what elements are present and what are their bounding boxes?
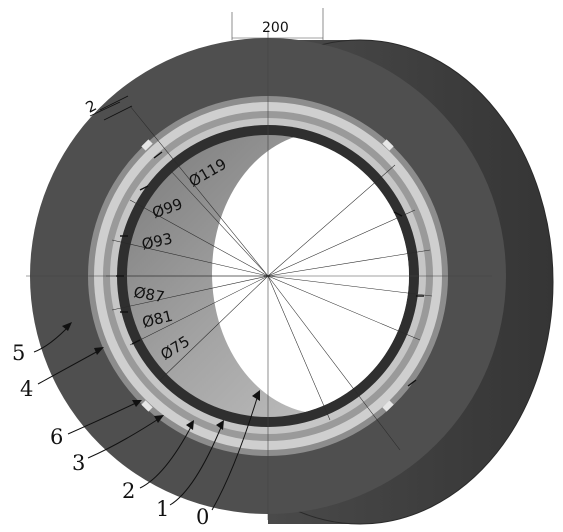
diameter-label-87: Ø87 (132, 283, 166, 306)
callout-0: 0 (196, 505, 209, 527)
thickness-dimension (89, 95, 133, 121)
callout-1: 1 (156, 497, 169, 521)
callout-5: 5 (12, 341, 25, 365)
callout-6: 6 (50, 425, 63, 449)
radial-lines (106, 105, 433, 451)
callout-leaders (33, 324, 259, 511)
callout-2: 2 (122, 479, 135, 503)
ring-notches (141, 139, 394, 412)
top-dimension-label: 200 (262, 20, 289, 36)
dimension-ticks (116, 151, 424, 387)
callout-arrowheads (62, 322, 260, 430)
callout-4: 4 (20, 377, 33, 401)
callout-3: 3 (72, 451, 85, 475)
